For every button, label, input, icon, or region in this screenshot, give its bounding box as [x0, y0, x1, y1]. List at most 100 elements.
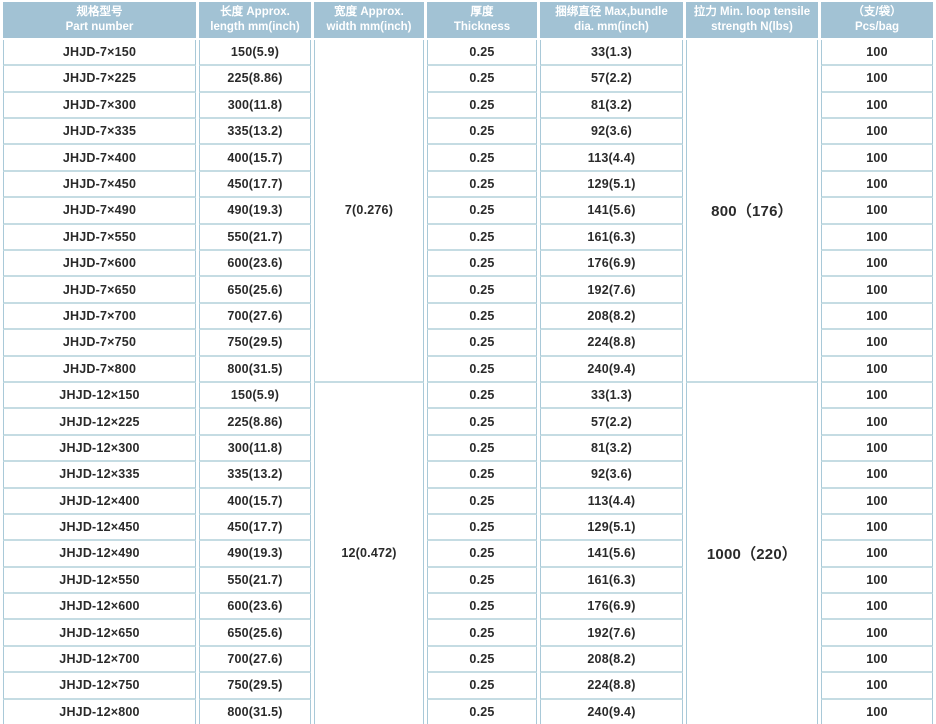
- col-header-tensile: 拉力 Min. loop tensile strength N(lbs): [686, 2, 818, 40]
- bundle-dia-cell: 57(2.2): [540, 66, 683, 93]
- part-number-cell: JHJD-7×400: [3, 145, 196, 172]
- part-number-cell: JHJD-12×400: [3, 488, 196, 515]
- length-cell: 490(19.3): [199, 541, 311, 568]
- part-number-cell: JHJD-12×550: [3, 567, 196, 595]
- thickness-cell: 0.25: [427, 303, 537, 331]
- pcs-bag-cell: 100: [821, 224, 933, 251]
- length-cell: 600(23.6): [199, 251, 311, 278]
- pcs-bag-cell: 100: [821, 699, 933, 724]
- thickness-cell: 0.25: [427, 92, 537, 120]
- pcs-bag-cell: 100: [821, 646, 933, 674]
- thickness-cell: 0.25: [427, 673, 537, 700]
- col-header-length: 长度 Approx. length mm(inch): [199, 2, 311, 40]
- thickness-cell: 0.25: [427, 330, 537, 357]
- col-header-bundle-dia-en: dia. mm(inch): [574, 20, 649, 33]
- bundle-dia-cell: 192(7.6): [540, 277, 683, 304]
- part-number-cell: JHJD-7×600: [3, 251, 196, 278]
- col-header-tensile-zh: 拉力 Min. loop tensile: [693, 6, 811, 18]
- col-header-width-zh: 宽度 Approx.: [334, 6, 404, 18]
- table-row: JHJD-12×300 300(11.8) 0.25 81(3.2) 100: [3, 435, 933, 463]
- pcs-bag-cell: 100: [821, 356, 933, 383]
- bundle-dia-cell: 129(5.1): [540, 171, 683, 199]
- table-row: JHJD-12×550 550(21.7) 0.25 161(6.3) 100: [3, 567, 933, 595]
- bundle-dia-cell: 208(8.2): [540, 646, 683, 674]
- bundle-dia-cell: 92(3.6): [540, 462, 683, 489]
- part-number-cell: JHJD-7×750: [3, 330, 196, 357]
- part-number-cell: JHJD-7×490: [3, 198, 196, 225]
- table-row: JHJD-7×750 750(29.5) 0.25 224(8.8) 100: [3, 330, 933, 357]
- bundle-dia-cell: 113(4.4): [540, 488, 683, 515]
- bundle-dia-cell: 224(8.8): [540, 330, 683, 357]
- table-row: JHJD-7×650 650(25.6) 0.25 192(7.6) 100: [3, 277, 933, 304]
- pcs-bag-cell: 100: [821, 277, 933, 304]
- pcs-bag-cell: 100: [821, 119, 933, 146]
- length-cell: 650(25.6): [199, 277, 311, 304]
- pcs-bag-cell: 100: [821, 198, 933, 225]
- part-number-cell: JHJD-7×800: [3, 356, 196, 383]
- part-number-cell: JHJD-7×150: [3, 39, 196, 67]
- col-header-part-number-en: Part number: [65, 20, 134, 33]
- thickness-cell: 0.25: [427, 435, 537, 463]
- part-number-cell: JHJD-7×335: [3, 119, 196, 146]
- length-cell: 700(27.6): [199, 646, 311, 674]
- col-header-width-en: width mm(inch): [326, 20, 412, 33]
- pcs-bag-cell: 100: [821, 514, 933, 542]
- length-cell: 750(29.5): [199, 330, 311, 357]
- pcs-bag-cell: 100: [821, 171, 933, 199]
- part-number-cell: JHJD-12×335: [3, 462, 196, 489]
- bundle-dia-cell: 92(3.6): [540, 119, 683, 146]
- length-cell: 225(8.86): [199, 66, 311, 93]
- bundle-dia-cell: 224(8.8): [540, 673, 683, 700]
- length-cell: 335(13.2): [199, 119, 311, 146]
- bundle-dia-cell: 81(3.2): [540, 92, 683, 120]
- length-cell: 400(15.7): [199, 145, 311, 172]
- pcs-bag-cell: 100: [821, 594, 933, 621]
- length-cell: 490(19.3): [199, 198, 311, 225]
- table-row: JHJD-12×600 600(23.6) 0.25 176(6.9) 100: [3, 594, 933, 621]
- table-row: JHJD-12×650 650(25.6) 0.25 192(7.6) 100: [3, 620, 933, 647]
- pcs-bag-cell: 100: [821, 251, 933, 278]
- thickness-cell: 0.25: [427, 646, 537, 674]
- length-cell: 650(25.6): [199, 620, 311, 647]
- col-header-pcs-bag-en: Pcs/bag: [854, 20, 900, 33]
- bundle-dia-cell: 141(5.6): [540, 198, 683, 225]
- pcs-bag-cell: 100: [821, 435, 933, 463]
- bundle-dia-cell: 161(6.3): [540, 567, 683, 595]
- bundle-dia-cell: 141(5.6): [540, 541, 683, 568]
- table-row: JHJD-12×490 490(19.3) 0.25 141(5.6) 100: [3, 541, 933, 568]
- col-header-width: 宽度 Approx. width mm(inch): [314, 2, 424, 40]
- table-row: JHJD-7×225 225(8.86) 0.25 57(2.2) 100: [3, 66, 933, 93]
- length-cell: 225(8.86): [199, 409, 311, 436]
- col-header-bundle-dia: 捆绑直径 Max,bundle dia. mm(inch): [540, 2, 683, 40]
- table-row: JHJD-12×225 225(8.86) 0.25 57(2.2) 100: [3, 409, 933, 436]
- table-row: JHJD-7×700 700(27.6) 0.25 208(8.2) 100: [3, 303, 933, 331]
- length-cell: 700(27.6): [199, 303, 311, 331]
- header-row: 规格型号 Part number 长度 Approx. length mm(in…: [3, 2, 933, 40]
- bundle-dia-cell: 161(6.3): [540, 224, 683, 251]
- table-row: JHJD-7×335 335(13.2) 0.25 92(3.6) 100: [3, 119, 933, 146]
- thickness-cell: 0.25: [427, 356, 537, 383]
- thickness-cell: 0.25: [427, 171, 537, 199]
- table-row: JHJD-12×750 750(29.5) 0.25 224(8.8) 100: [3, 673, 933, 700]
- part-number-cell: JHJD-7×300: [3, 92, 196, 120]
- bundle-dia-cell: 176(6.9): [540, 251, 683, 278]
- pcs-bag-cell: 100: [821, 145, 933, 172]
- thickness-cell: 0.25: [427, 277, 537, 304]
- table-row: JHJD-7×600 600(23.6) 0.25 176(6.9) 100: [3, 251, 933, 278]
- bundle-dia-cell: 113(4.4): [540, 145, 683, 172]
- thickness-cell: 0.25: [427, 251, 537, 278]
- pcs-bag-cell: 100: [821, 462, 933, 489]
- bundle-dia-cell: 33(1.3): [540, 39, 683, 67]
- part-number-cell: JHJD-7×225: [3, 66, 196, 93]
- table-row: JHJD-7×800 800(31.5) 0.25 240(9.4) 100: [3, 356, 933, 383]
- table-row: JHJD-12×400 400(15.7) 0.25 113(4.4) 100: [3, 488, 933, 515]
- col-header-thickness-zh: 厚度: [470, 6, 494, 18]
- part-number-cell: JHJD-12×490: [3, 541, 196, 568]
- bundle-dia-cell: 33(1.3): [540, 382, 683, 410]
- length-cell: 150(5.9): [199, 382, 311, 410]
- thickness-cell: 0.25: [427, 488, 537, 515]
- table-row: JHJD-7×300 300(11.8) 0.25 81(3.2) 100: [3, 92, 933, 120]
- part-number-cell: JHJD-12×150: [3, 382, 196, 410]
- length-cell: 300(11.8): [199, 435, 311, 463]
- table-row: JHJD-12×450 450(17.7) 0.25 129(5.1) 100: [3, 514, 933, 542]
